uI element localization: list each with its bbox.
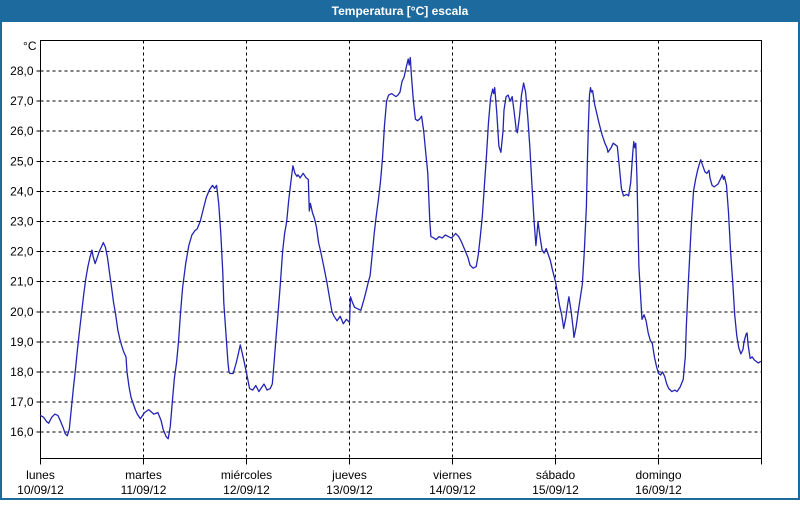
y-tick-label: 25,0 <box>10 154 34 168</box>
x-day-label: viernes <box>433 468 472 482</box>
plot-area: 16,0 17,0 18,0 19,0 20,0 21,0 22,0 23,0 24,0 25,0… <box>10 39 762 497</box>
page-title: Temperatura [°C] escala <box>332 4 469 18</box>
x-day-label: sábado <box>536 468 576 482</box>
chart-background <box>2 22 798 498</box>
y-tick-label: 27,0 <box>10 94 34 108</box>
y-tick-label: 26,0 <box>10 124 34 138</box>
x-date-label: 14/09/12 <box>429 483 476 497</box>
y-tick-label: 28,0 <box>10 64 34 78</box>
x-date-label: 16/09/12 <box>635 483 682 497</box>
y-tick-label: 17,0 <box>10 395 34 409</box>
x-day-label: miércoles <box>221 468 272 482</box>
y-tick-label: 19,0 <box>10 335 34 349</box>
temperature-series-line <box>39 56 762 440</box>
x-date-label: 12/09/12 <box>223 483 270 497</box>
y-axis-unit-label: °C <box>23 39 37 53</box>
x-date-label: 11/09/12 <box>121 483 167 497</box>
x-day-label: martes <box>125 468 162 482</box>
y-tick-label: 16,0 <box>10 425 34 439</box>
y-tick-label: 22,0 <box>10 245 34 259</box>
y-tick-label: 24,0 <box>10 184 34 198</box>
y-tick-label: 21,0 <box>10 275 34 289</box>
y-tick-label: 20,0 <box>10 305 34 319</box>
x-date-label: 10/09/12 <box>17 483 64 497</box>
x-date-label: 15/09/12 <box>532 483 579 497</box>
y-tick-label: 23,0 <box>10 215 34 229</box>
x-date-label: 13/09/12 <box>326 483 373 497</box>
x-day-label: jueves <box>331 468 367 482</box>
x-day-label: domingo <box>635 468 681 482</box>
y-tick-label: 18,0 <box>10 365 34 379</box>
plot-border <box>40 40 762 459</box>
x-day-label: lunes <box>26 468 55 482</box>
